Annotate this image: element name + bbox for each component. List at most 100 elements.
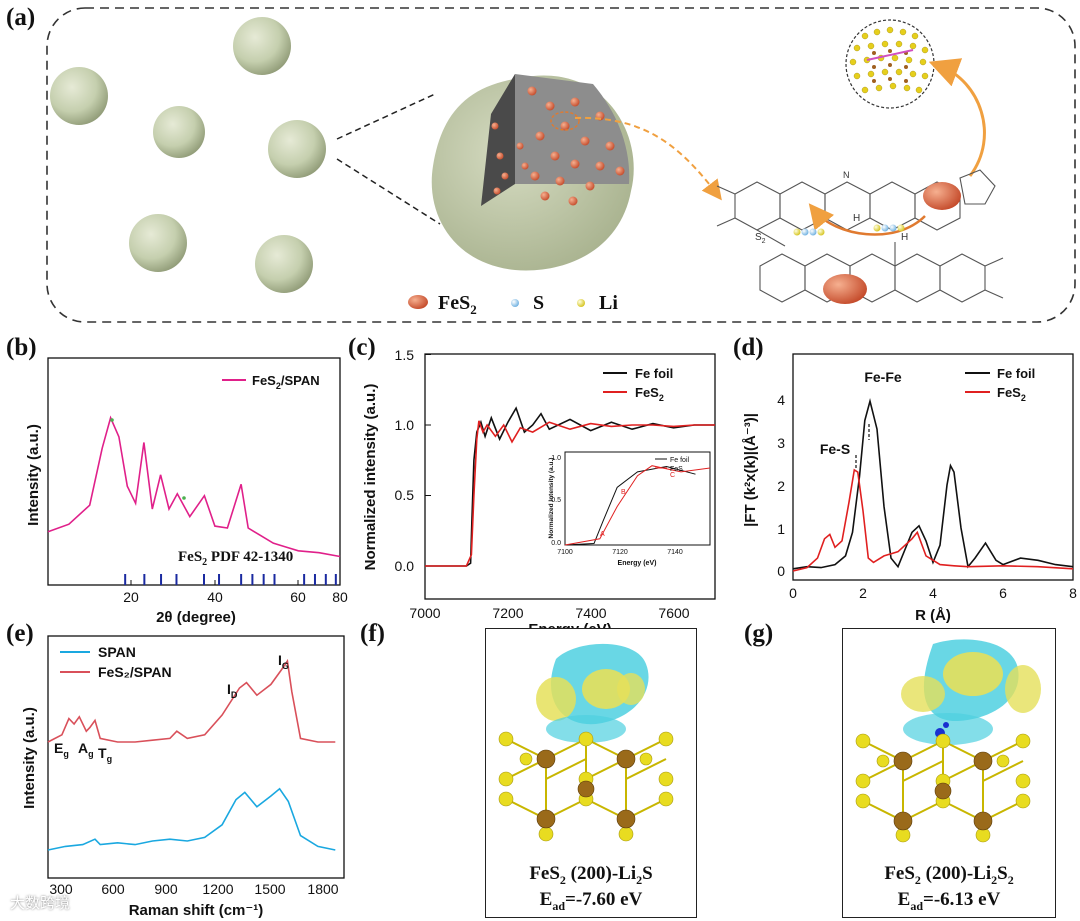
raman-ylabel: Intensity (a.u.)	[21, 707, 38, 809]
dft-frame-g: FeS2 (200)-Li2S2 Ead=-6.13 eV	[842, 628, 1056, 918]
inset-ylabel: Normalized Intensity (a.u.)	[548, 458, 555, 539]
panel-label-e: (e)	[6, 620, 34, 647]
inset-xtick-3: 7140	[667, 549, 683, 556]
raman-xtick-1200: 1200	[202, 881, 233, 897]
xanes-fe-foil-line	[425, 406, 715, 567]
xrd-xtick-80: 80	[332, 589, 348, 605]
li-s-atoms	[793, 224, 905, 236]
xrd-ylabel: Intensity (a.u.)	[25, 424, 42, 526]
exafs-xtick-2: 2	[859, 585, 867, 601]
exafs-xtick-8: 8	[1069, 585, 1077, 601]
panel-label-f: (f)	[360, 620, 385, 647]
inset-mark-b: B	[621, 489, 626, 496]
dft-title-g: FeS2 (200)-Li2S2	[884, 863, 1014, 887]
cutaway-sphere	[431, 74, 634, 271]
xrd-marker-2	[182, 496, 186, 500]
xanes-chart: 1.5 1.0 0.5 0.0 7000 7200 7400 7600 Ener…	[362, 347, 716, 635]
raman-xtick-300: 300	[49, 881, 73, 897]
xrd-xtick-40: 40	[207, 589, 223, 605]
xanes-ytick-1.5: 1.5	[395, 347, 415, 363]
legend-fes2: FeS2	[438, 292, 477, 317]
xanes-xtick-7400: 7400	[575, 605, 606, 621]
exafs-xtick-4: 4	[929, 585, 937, 601]
schematic-panel: S2 H H N FeS2 S Li	[46, 7, 1076, 323]
raman-peak-id: ID	[227, 681, 238, 700]
raman-fes2-span-line	[47, 658, 336, 743]
watermark: 大数跨境	[10, 894, 71, 912]
xrd-marker-1	[110, 418, 114, 422]
xrd-chart: FeS2/SPAN FeS2 PDF 42-1340 20 40 60 80 2…	[25, 357, 348, 626]
inset-xtick-2: 7120	[612, 549, 628, 556]
exafs-chart: 0 1 2 3 4 0 2 4 6 8 R (Å) Fe-Fe Fe-S |FT…	[742, 353, 1077, 624]
legend-li: Li	[599, 292, 618, 314]
exafs-ytick-4: 4	[777, 392, 785, 408]
dft-energy-f: Ead=-7.60 eV	[539, 889, 643, 913]
fes2-particle-top	[923, 182, 961, 210]
exafs-xtick-6: 6	[999, 585, 1007, 601]
inset-legend-fes2: FeS	[670, 466, 683, 473]
raman-xtick-900: 900	[154, 881, 178, 897]
exafs-fe-foil-line	[792, 398, 1074, 570]
raman-legend-fes2-span: FeS₂/SPAN	[98, 664, 172, 680]
dft-frame-f: FeS2 (200)-Li2S Ead=-7.60 eV	[485, 628, 697, 918]
panel-label-c: (c)	[348, 334, 376, 361]
panel-label-d: (d)	[733, 334, 764, 361]
xrd-series-line	[47, 415, 341, 558]
carbon-sphere-group	[50, 17, 326, 293]
xrd-reference-ticks	[124, 574, 337, 585]
exafs-fes2-line	[792, 468, 1074, 572]
inset-mark-c: C	[670, 472, 675, 479]
n-label: N	[843, 170, 850, 180]
xrd-xlabel: 2θ (degree)	[156, 609, 236, 626]
xanes-ylabel: Normalized intensity (a.u.)	[362, 384, 379, 571]
xanes-inset: 1.0 0.5 0.0 7100 7120 7140 Energy (eV) N…	[548, 451, 711, 567]
exafs-ylabel: |FT (k²x(k)|(Å⁻³)|	[742, 413, 759, 527]
raman-xtick-600: 600	[101, 881, 125, 897]
raman-xtick-1500: 1500	[254, 881, 285, 897]
panel-label-g: (g)	[744, 620, 774, 647]
xanes-xtick-7200: 7200	[492, 605, 523, 621]
xanes-legend-fes2: FeS2	[635, 385, 664, 403]
xrd-xtick-60: 60	[290, 589, 306, 605]
raman-legend-span: SPAN	[98, 644, 136, 660]
fes2-particle-bottom	[823, 274, 867, 304]
xrd-xtick-20: 20	[123, 589, 139, 605]
schematic-legend: FeS2 S Li	[408, 292, 618, 317]
xanes-legend-fe-foil: Fe foil	[635, 366, 673, 381]
xrd-pdf-label: FeS2 PDF 42-1340	[178, 549, 293, 568]
exafs-ytick-3: 3	[777, 435, 785, 451]
panel-label-a: (a)	[6, 4, 36, 31]
exafs-xlabel: R (Å)	[915, 607, 951, 624]
xrd-legend: FeS2/SPAN	[252, 373, 320, 391]
raman-peak-eg: Eg	[54, 740, 69, 759]
h-label-1: H	[853, 213, 860, 224]
s2-label: S2	[755, 232, 766, 245]
inset-mark-a: A	[600, 531, 605, 538]
exafs-annotation-fe-s: Fe-S	[820, 441, 850, 457]
inset-ytick-3: 0.0	[551, 540, 561, 547]
inset-ytick-2: 0.5	[551, 497, 561, 504]
exafs-xtick-0: 0	[789, 585, 797, 601]
dft-title-f: FeS2 (200)-Li2S	[529, 863, 653, 887]
raman-xtick-1800: 1800	[307, 881, 338, 897]
exafs-ytick-1: 1	[777, 521, 785, 537]
xanes-xtick-7600: 7600	[658, 605, 689, 621]
exafs-annotation-fe-fe: Fe-Fe	[864, 369, 902, 385]
xanes-fes2-line	[425, 420, 715, 567]
crystal-inset	[845, 19, 935, 109]
raman-xlabel: Raman shift (cm⁻¹)	[129, 902, 264, 919]
xanes-xtick-7000: 7000	[409, 605, 440, 621]
raman-chart: SPAN FeS₂/SPAN Eg Ag Tg ID IG 300 600 90…	[21, 635, 345, 919]
xanes-ytick-0.5: 0.5	[395, 487, 415, 503]
inset-xlabel: Energy (eV)	[618, 560, 657, 567]
raman-peak-ag: Ag	[78, 740, 94, 759]
dft-energy-g: Ead=-6.13 eV	[897, 889, 1001, 913]
inset-fes2-line	[564, 465, 711, 546]
panel-label-b: (b)	[6, 334, 37, 361]
inset-xtick-1: 7100	[557, 549, 573, 556]
legend-s: S	[533, 292, 544, 314]
xanes-ytick-0.0: 0.0	[395, 558, 415, 574]
inset-ytick-1: 1.0	[551, 455, 561, 462]
inset-legend-fe: Fe foil	[670, 457, 690, 464]
h-label-2: H	[901, 232, 908, 243]
